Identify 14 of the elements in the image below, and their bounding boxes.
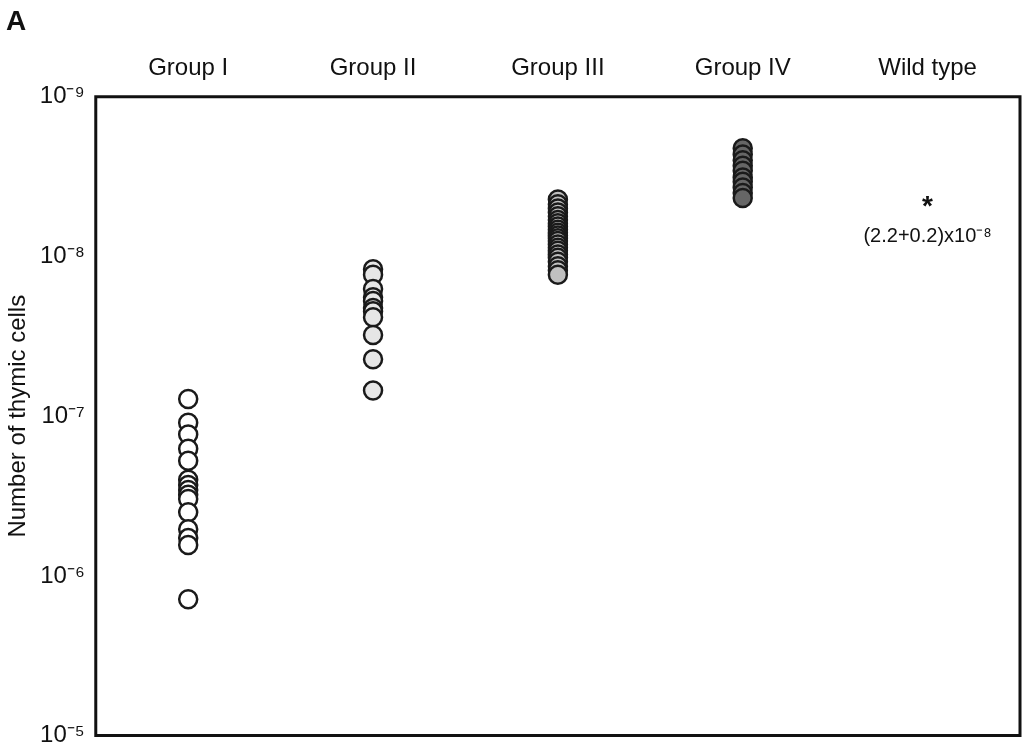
y-tick-label: 10⁻⁵ [40, 720, 85, 748]
x-tick-label: Group I [148, 53, 229, 81]
y-tick-label: 10⁻⁷ [41, 400, 85, 428]
annotation: (2.2+0.2)x10⁻⁸ [863, 224, 992, 247]
y-tick-label: 10⁻⁹ [39, 81, 85, 109]
y-axis-title: Number of thymic cells [3, 294, 31, 538]
x-tick-label: Group II [329, 53, 417, 81]
y-tick-label: 10⁻⁶ [40, 560, 85, 588]
x-tick-label: Wild type [878, 53, 977, 81]
annotation: * [922, 189, 934, 221]
x-tick-label: Group IV [694, 53, 791, 81]
text: A [6, 4, 27, 36]
y-tick-label: 10⁻⁸ [39, 241, 85, 269]
x-tick-label: Group III [511, 53, 605, 81]
